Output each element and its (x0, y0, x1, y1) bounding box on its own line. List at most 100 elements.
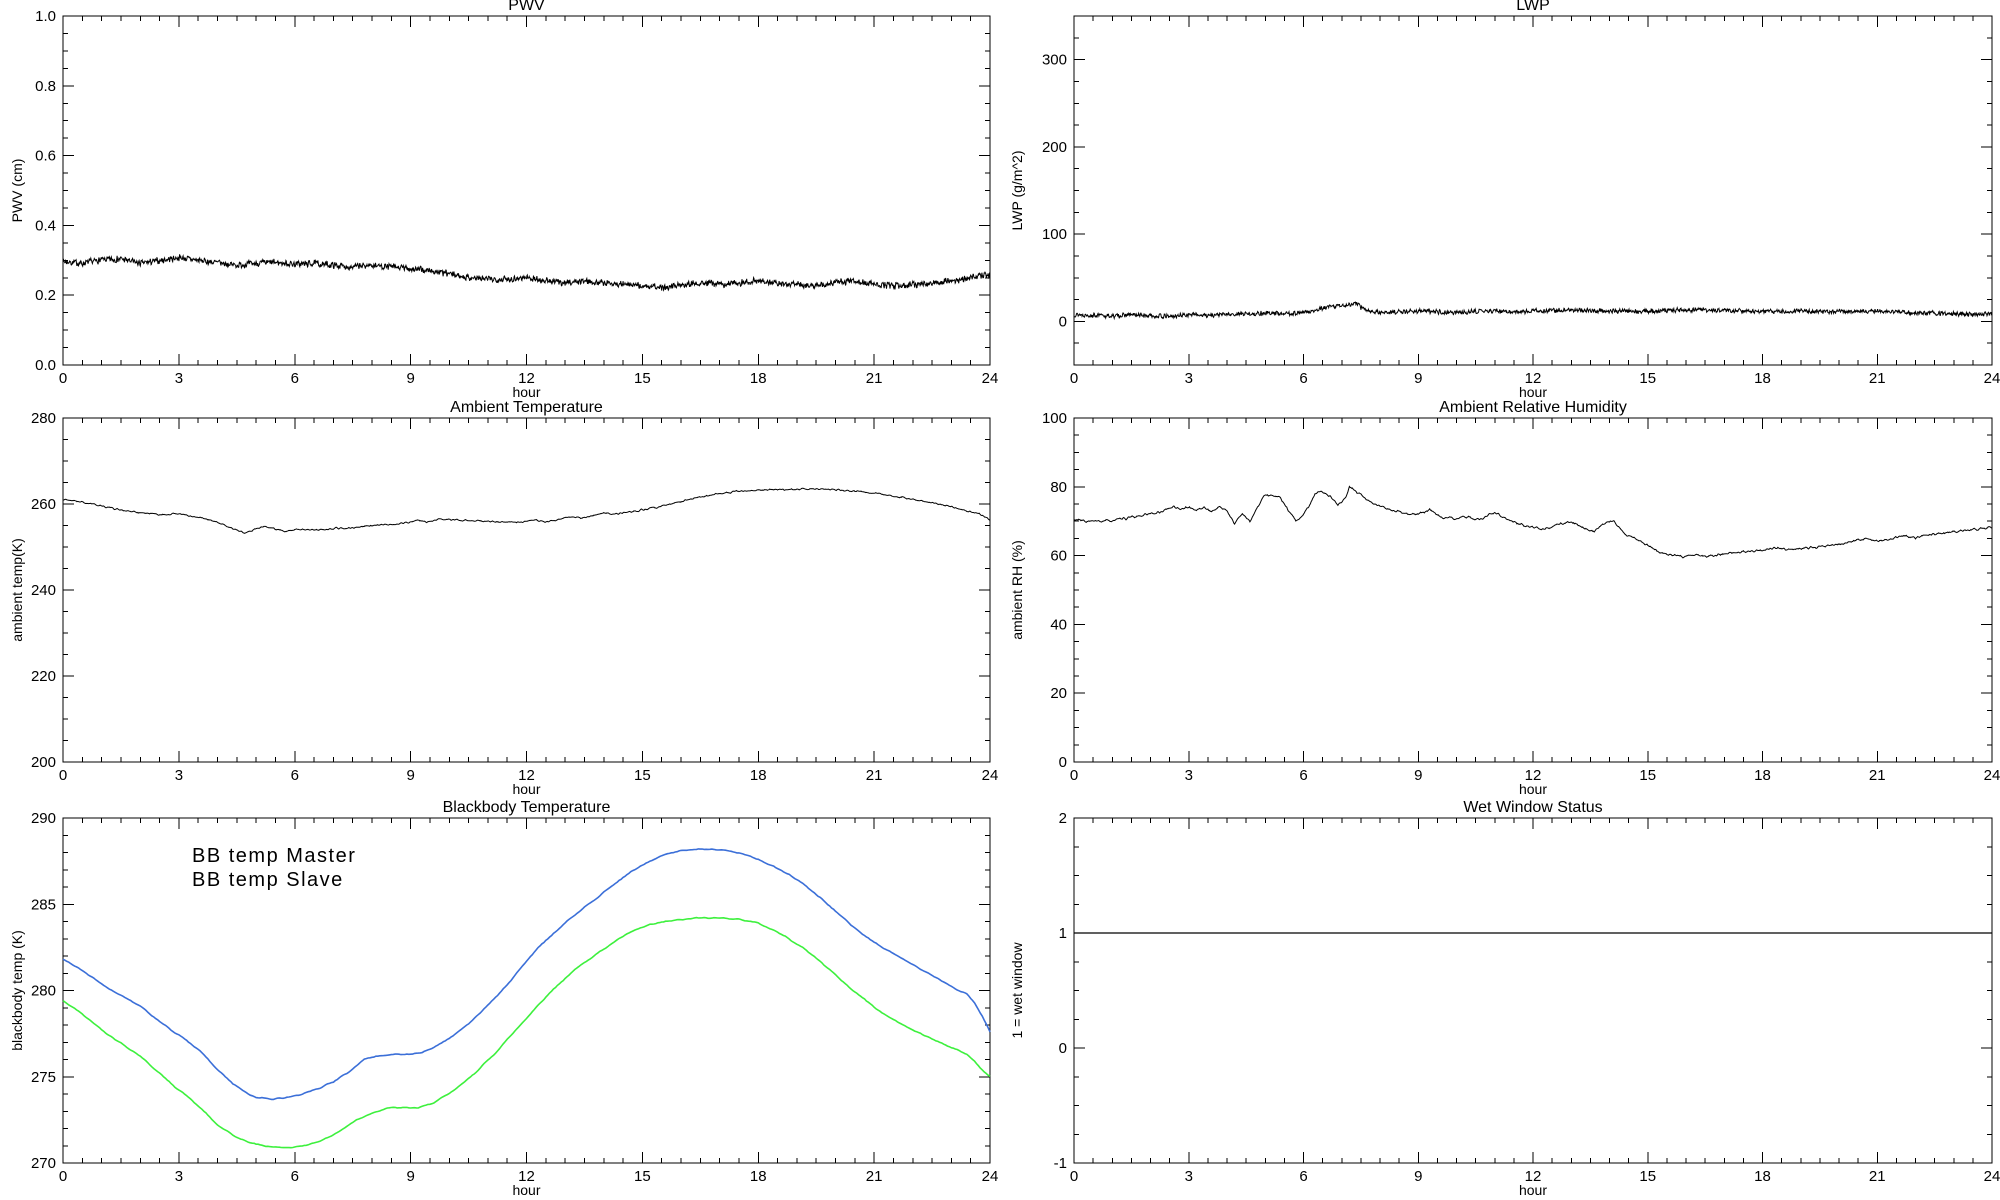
svg-text:hour: hour (1519, 781, 1547, 797)
svg-text:80: 80 (1050, 479, 1067, 496)
svg-text:LWP (g/m^2): LWP (g/m^2) (1009, 151, 1025, 231)
svg-text:270: 270 (31, 1155, 56, 1172)
svg-text:24: 24 (1984, 1168, 2000, 1185)
svg-text:24: 24 (982, 370, 999, 387)
pwv-plot: 0 3 6 9 12 15 18 21 24 0.0 0.2 0.4 0.6 0.8 1.0 PWV hour P… (9, 0, 999, 400)
svg-text:1 = wet window: 1 = wet window (1009, 942, 1025, 1039)
svg-text:0: 0 (1059, 313, 1067, 330)
svg-text:9: 9 (1414, 370, 1422, 387)
svg-text:0.0: 0.0 (35, 357, 56, 374)
svg-text:3: 3 (1185, 1168, 1193, 1185)
svg-text:24: 24 (982, 1168, 999, 1185)
svg-text:ambient temp(K): ambient temp(K) (9, 538, 25, 641)
svg-text:0.6: 0.6 (35, 148, 56, 165)
svg-text:PWV: PWV (508, 0, 545, 14)
chart-ambient-relative-humidity: 0 3 6 9 12 15 18 21 24 0 20 40 60 80 100 Ambient Relati… (1000, 400, 2000, 800)
svg-text:40: 40 (1050, 616, 1067, 633)
svg-text:12: 12 (518, 370, 535, 387)
chart-blackbody-temperature: 0 3 6 9 12 15 18 21 24 270 275 280 285 290 Blackbody T… (0, 800, 1000, 1200)
svg-text:9: 9 (406, 1168, 414, 1185)
svg-text:LWP: LWP (1516, 0, 1549, 14)
svg-text:0: 0 (1059, 1040, 1067, 1057)
svg-text:100: 100 (1042, 226, 1067, 243)
chart-lwp: 0 3 6 9 12 15 18 21 24 0 100 200 300 LWP hour LWP (g/m^… (1000, 0, 2000, 400)
svg-text:BB temp Master: BB temp Master (192, 845, 356, 867)
svg-text:6: 6 (291, 370, 299, 387)
svg-text:PWV (cm): PWV (cm) (9, 159, 25, 223)
svg-text:18: 18 (750, 370, 767, 387)
svg-text:0.2: 0.2 (35, 287, 56, 304)
svg-text:280: 280 (31, 410, 56, 427)
svg-text:6: 6 (1299, 1168, 1307, 1185)
svg-text:Wet Window Status: Wet Window Status (1463, 800, 1602, 816)
chart-pwv: 0 3 6 9 12 15 18 21 24 0.0 0.2 0.4 0.6 0.8 1.0 PWV hour P… (0, 0, 1000, 400)
svg-text:0: 0 (59, 767, 67, 784)
svg-text:260: 260 (31, 496, 56, 513)
svg-text:0: 0 (59, 370, 67, 387)
chart-wet-window-status: 0 3 6 9 12 15 18 21 24 -1 0 1 2 Wet Window Status hour… (1000, 800, 2000, 1200)
svg-text:9: 9 (1414, 767, 1422, 784)
svg-text:18: 18 (750, 1168, 767, 1185)
svg-text:9: 9 (1414, 1168, 1422, 1185)
svg-text:1.0: 1.0 (35, 8, 56, 25)
svg-text:1: 1 (1059, 925, 1067, 942)
svg-text:0: 0 (1059, 754, 1067, 771)
svg-text:3: 3 (1185, 767, 1193, 784)
svg-text:21: 21 (1869, 1168, 1886, 1185)
svg-text:Ambient Temperature: Ambient Temperature (450, 400, 603, 416)
svg-text:blackbody temp (K): blackbody temp (K) (9, 930, 25, 1051)
svg-text:220: 220 (31, 668, 56, 685)
svg-text:hour: hour (512, 384, 540, 400)
svg-text:3: 3 (175, 370, 183, 387)
svg-text:hour: hour (512, 1182, 540, 1198)
ambient-temperature-plot: 0 3 6 9 12 15 18 21 24 200 220 240 260 280 Ambient Tem… (9, 400, 998, 797)
svg-text:15: 15 (1639, 767, 1656, 784)
svg-text:12: 12 (1525, 1168, 1542, 1185)
svg-text:21: 21 (866, 370, 883, 387)
svg-text:0.8: 0.8 (35, 78, 56, 95)
svg-text:12: 12 (1525, 370, 1542, 387)
svg-text:21: 21 (1869, 370, 1886, 387)
svg-text:Ambient Relative Humidity: Ambient Relative Humidity (1439, 400, 1627, 416)
svg-text:275: 275 (31, 1069, 56, 1086)
svg-text:0: 0 (1070, 1168, 1078, 1185)
svg-text:21: 21 (1869, 767, 1886, 784)
svg-text:18: 18 (750, 767, 767, 784)
svg-text:100: 100 (1042, 410, 1067, 427)
svg-text:280: 280 (31, 983, 56, 1000)
svg-text:21: 21 (866, 767, 883, 784)
svg-text:0: 0 (59, 1168, 67, 1185)
svg-text:12: 12 (1525, 767, 1542, 784)
svg-text:hour: hour (1519, 384, 1547, 400)
svg-text:6: 6 (291, 767, 299, 784)
blackbody-temperature-plot: 0 3 6 9 12 15 18 21 24 270 275 280 285 290 Blackbody T… (9, 800, 999, 1198)
svg-text:6: 6 (1299, 767, 1307, 784)
svg-text:21: 21 (866, 1168, 883, 1185)
svg-text:200: 200 (1042, 139, 1067, 156)
svg-text:12: 12 (518, 767, 535, 784)
chart-ambient-temperature: 0 3 6 9 12 15 18 21 24 200 220 240 260 280 Ambient Tem… (0, 400, 1000, 800)
svg-text:9: 9 (406, 767, 414, 784)
svg-text:3: 3 (175, 767, 183, 784)
svg-text:Blackbody Temperature: Blackbody Temperature (443, 800, 611, 816)
svg-text:18: 18 (1754, 1168, 1771, 1185)
svg-text:24: 24 (1984, 767, 2000, 784)
svg-text:2: 2 (1059, 810, 1067, 827)
svg-text:18: 18 (1754, 370, 1771, 387)
lwp-plot: 0 3 6 9 12 15 18 21 24 0 100 200 300 LWP hour LWP (g/m^… (1009, 0, 2000, 400)
svg-text:0: 0 (1070, 767, 1078, 784)
svg-text:6: 6 (291, 1168, 299, 1185)
ambient-relative-humidity-plot: 0 3 6 9 12 15 18 21 24 0 20 40 60 80 100 Ambient Relati… (1009, 400, 2000, 797)
svg-text:15: 15 (634, 370, 651, 387)
svg-text:ambient RH (%): ambient RH (%) (1009, 540, 1025, 640)
svg-text:290: 290 (31, 810, 56, 827)
svg-text:240: 240 (31, 582, 56, 599)
svg-text:hour: hour (1519, 1182, 1547, 1198)
svg-text:200: 200 (31, 754, 56, 771)
svg-text:0: 0 (1070, 370, 1078, 387)
svg-text:300: 300 (1042, 52, 1067, 69)
svg-text:20: 20 (1050, 685, 1067, 702)
svg-text:3: 3 (175, 1168, 183, 1185)
